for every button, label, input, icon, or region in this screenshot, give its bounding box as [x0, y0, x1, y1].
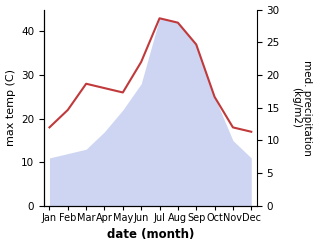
X-axis label: date (month): date (month) — [107, 228, 194, 242]
Y-axis label: max temp (C): max temp (C) — [5, 69, 16, 146]
Y-axis label: med. precipitation
(kg/m2): med. precipitation (kg/m2) — [291, 60, 313, 156]
